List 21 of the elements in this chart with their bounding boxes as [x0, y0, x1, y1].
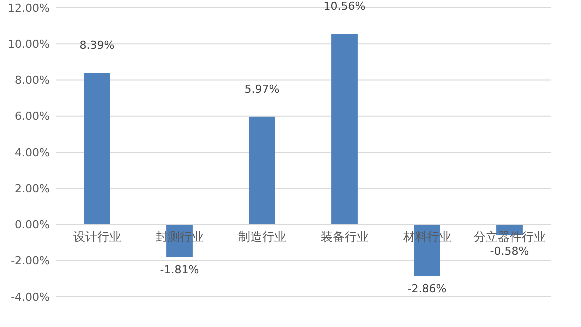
y-tick-label: -2.00% — [11, 254, 50, 268]
data-label: -0.58% — [490, 244, 530, 258]
data-label: 8.39% — [80, 39, 115, 52]
data-label: 10.56% — [324, 0, 366, 14]
bar — [249, 116, 276, 225]
y-tick-label: 4.00% — [15, 146, 50, 160]
y-tick-label: -4.00% — [11, 290, 50, 304]
x-tick-label: 制造行业 — [238, 230, 286, 244]
y-tick-label: 2.00% — [15, 182, 50, 196]
y-tick-label: 6.00% — [15, 110, 50, 124]
x-tick-label: 装备行业 — [320, 230, 369, 244]
data-label: 5.97% — [244, 82, 280, 96]
data-label: -1.81% — [160, 263, 200, 276]
y-tick-label: 0.00% — [15, 218, 50, 232]
y-tick-label: 10.00% — [8, 38, 50, 51]
bar — [84, 73, 110, 225]
y-tick-label: 12.00% — [8, 2, 50, 15]
bar — [332, 34, 358, 225]
y-tick-label: 8.00% — [15, 74, 50, 88]
x-tick-label: 设计行业 — [73, 230, 122, 244]
data-label: -2.86% — [408, 282, 447, 296]
